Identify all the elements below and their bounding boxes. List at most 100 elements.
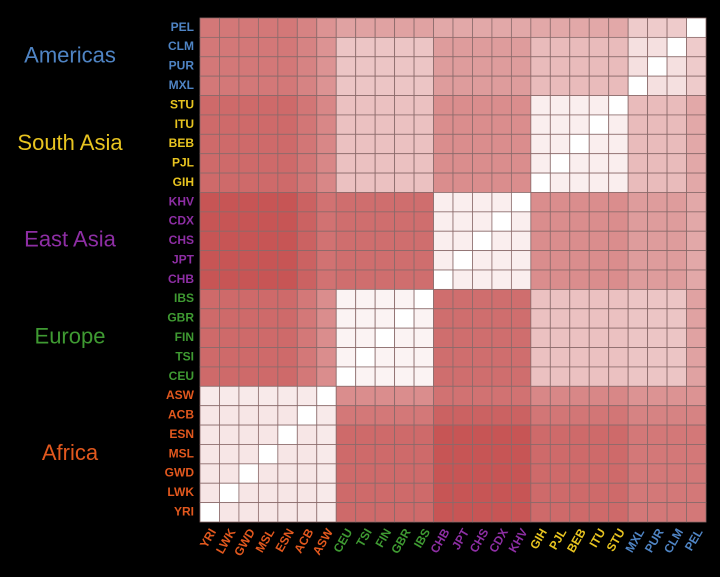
heatmap-cell xyxy=(413,405,434,426)
heatmap-cell xyxy=(238,463,259,484)
heatmap-cell xyxy=(491,424,512,445)
heatmap-cell xyxy=(627,17,649,38)
heatmap-cell xyxy=(374,17,396,38)
heatmap-cell xyxy=(257,366,279,387)
heatmap-cell xyxy=(666,385,687,407)
heatmap-cell xyxy=(296,424,318,445)
heatmap-cell xyxy=(413,385,434,407)
heatmap-cell xyxy=(219,36,240,58)
heatmap-cell xyxy=(374,269,396,290)
heatmap-cell xyxy=(472,250,493,271)
heatmap-cell xyxy=(238,327,259,348)
heatmap-cell xyxy=(219,75,240,96)
heatmap-cell xyxy=(394,385,415,407)
heatmap-cell xyxy=(335,133,357,155)
heatmap-cell xyxy=(530,269,551,290)
heatmap-cell xyxy=(238,153,259,174)
heatmap-cell xyxy=(686,95,707,116)
heatmap-cell xyxy=(472,444,493,465)
heatmap-cell xyxy=(530,114,551,135)
heatmap-cell xyxy=(491,250,512,271)
heatmap-cell xyxy=(257,133,279,155)
column-label: GWD xyxy=(231,526,258,559)
heatmap-cell xyxy=(530,482,551,504)
heatmap-cell xyxy=(588,36,610,58)
heatmap-cell xyxy=(335,192,357,213)
heatmap-cell xyxy=(257,172,279,193)
heatmap-cell xyxy=(647,95,668,116)
heatmap-cell xyxy=(296,366,318,387)
heatmap-cell xyxy=(219,133,240,155)
heatmap-cell xyxy=(394,192,415,213)
heatmap-cell xyxy=(413,308,434,329)
heatmap-cell xyxy=(510,95,532,116)
heatmap-cell xyxy=(549,133,571,155)
heatmap-cell xyxy=(452,405,473,426)
heatmap-cell xyxy=(355,444,376,465)
heatmap-cell xyxy=(472,366,493,387)
heatmap-cell xyxy=(530,75,551,96)
heatmap-cell xyxy=(355,95,376,116)
heatmap-cell xyxy=(238,133,259,155)
heatmap-cell xyxy=(510,327,532,348)
heatmap-cell xyxy=(627,114,649,135)
heatmap-cell xyxy=(627,56,649,77)
heatmap-cell xyxy=(491,502,512,523)
heatmap-cell xyxy=(335,17,357,38)
heatmap-cell xyxy=(530,56,551,77)
heatmap-cell xyxy=(374,463,396,484)
heatmap-cell xyxy=(413,347,434,368)
heatmap-cell xyxy=(257,463,279,484)
heatmap-cell xyxy=(199,133,220,155)
heatmap-cell xyxy=(257,347,279,368)
heatmap-cell xyxy=(219,172,240,193)
heatmap-cell xyxy=(199,385,220,407)
heatmap-cell xyxy=(588,385,610,407)
heatmap-cell xyxy=(355,17,376,38)
heatmap-cell xyxy=(199,17,220,38)
heatmap-cell xyxy=(608,482,629,504)
heatmap-cell xyxy=(549,482,571,504)
heatmap-cell xyxy=(316,172,337,193)
heatmap-cell xyxy=(355,482,376,504)
heatmap-cell xyxy=(335,405,357,426)
heatmap-cell xyxy=(608,17,629,38)
heatmap-cell xyxy=(257,327,279,348)
heatmap-cell xyxy=(238,75,259,96)
heatmap-cell xyxy=(394,482,415,504)
heatmap-cell xyxy=(335,95,357,116)
heatmap-cell xyxy=(472,75,493,96)
heatmap-cell xyxy=(355,153,376,174)
heatmap-cell xyxy=(569,230,590,252)
heatmap-cell xyxy=(257,482,279,504)
heatmap-cell xyxy=(472,230,493,252)
heatmap-cell xyxy=(666,250,687,271)
heatmap-cell xyxy=(238,250,259,271)
heatmap-cell xyxy=(510,133,532,155)
heatmap-cell xyxy=(277,269,298,290)
heatmap-cell xyxy=(257,153,279,174)
heatmap-cell xyxy=(608,502,629,523)
heatmap-cell xyxy=(296,95,318,116)
heatmap-cell xyxy=(491,192,512,213)
heatmap-cell xyxy=(355,250,376,271)
heatmap-cell xyxy=(374,347,396,368)
heatmap-cell xyxy=(277,502,298,523)
heatmap-cell xyxy=(491,56,512,77)
heatmap-cell xyxy=(472,424,493,445)
heatmap-cell xyxy=(647,172,668,193)
heatmap-cell xyxy=(335,114,357,135)
heatmap-cell xyxy=(491,95,512,116)
heatmap-cell xyxy=(277,133,298,155)
heatmap-cell xyxy=(413,75,434,96)
heatmap-cell xyxy=(219,192,240,213)
row-label: MXL xyxy=(169,78,194,92)
heatmap-cell xyxy=(316,114,337,135)
heatmap-cell xyxy=(647,502,668,523)
heatmap-cell xyxy=(257,308,279,329)
row-label: FIN xyxy=(175,330,194,344)
heatmap-cell xyxy=(199,211,220,232)
heatmap-cell xyxy=(374,95,396,116)
heatmap-cell xyxy=(374,211,396,232)
heatmap-cell xyxy=(219,95,240,116)
